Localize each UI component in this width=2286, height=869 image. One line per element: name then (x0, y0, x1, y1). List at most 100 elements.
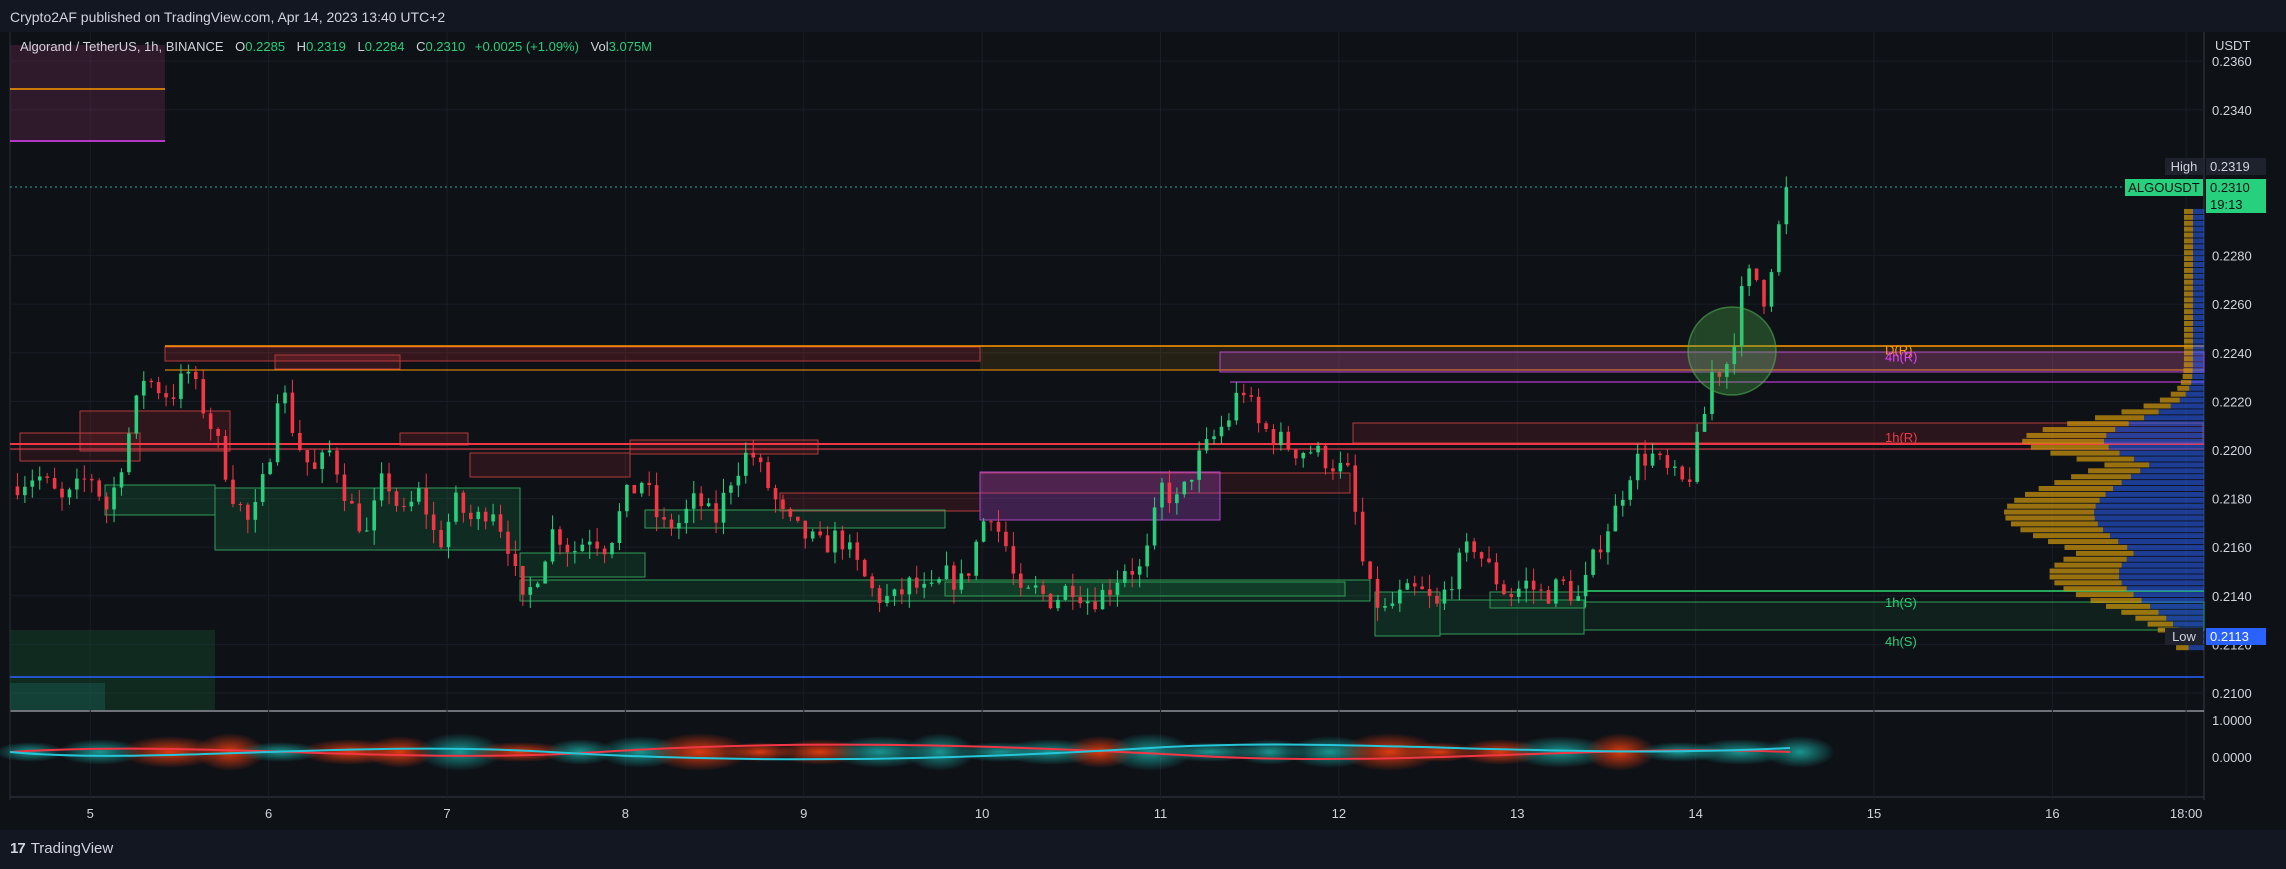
vp-bar-orange (2184, 309, 2193, 315)
x-tick-label: 12 (1332, 806, 1346, 821)
candle-body (1717, 372, 1722, 377)
vp-bar-orange (2183, 362, 2193, 368)
candle-body (1769, 272, 1774, 307)
oscillator-blob (1340, 733, 1440, 771)
vp-bar-orange (2180, 379, 2192, 385)
candle-body (1613, 505, 1618, 532)
vp-bar-orange (2106, 603, 2151, 609)
vp-bar-orange (2026, 432, 2107, 438)
vp-bar-blue (2166, 615, 2204, 621)
candle-body (833, 530, 837, 553)
candle-body (357, 503, 362, 532)
candle-body (885, 595, 889, 604)
legend-low-key: L (357, 39, 365, 54)
candle-body (82, 478, 87, 480)
vp-bar-blue (2193, 303, 2204, 309)
vp-bar-blue (2192, 374, 2204, 380)
vp-bar-blue (2193, 250, 2204, 256)
candle-body (1591, 549, 1595, 575)
candle-body (1635, 453, 1640, 481)
candle-body (796, 516, 800, 521)
candle-body (1033, 585, 1038, 588)
vp-bar-blue (2185, 391, 2204, 397)
candle-body (1227, 420, 1231, 427)
zones-layer (10, 45, 2205, 710)
high-label (2165, 158, 2203, 175)
candle-body (825, 535, 830, 553)
candle-body (1583, 574, 1588, 597)
candle-body (1249, 395, 1253, 397)
candle-body (1115, 582, 1120, 595)
candle-body (506, 531, 510, 554)
vp-bar-blue (2104, 438, 2204, 444)
oscillator-blob (650, 733, 750, 771)
vp-bar-orange (2064, 544, 2128, 550)
osc-tick-label: 0.0000 (2212, 750, 2252, 765)
vp-bar-orange (2184, 226, 2193, 232)
candle-body (372, 500, 376, 531)
vp-bar-blue (2193, 208, 2204, 214)
candle-body (1762, 279, 1766, 307)
candle-body (446, 521, 451, 548)
osc-tick-label: 1.0000 (2212, 713, 2252, 728)
vp-bar-blue (2193, 214, 2204, 220)
y-tick-label: 0.2260 (2212, 297, 2252, 312)
price-axis[interactable] (2204, 32, 2286, 800)
vp-bar-orange (2022, 438, 2105, 444)
candle-body (394, 491, 399, 506)
candle-body (268, 462, 272, 475)
candle-body (1383, 605, 1387, 608)
highlight-circle (1687, 306, 1777, 396)
oscillator-blob (0, 742, 65, 762)
candle-body (15, 486, 20, 496)
candle-body (119, 472, 124, 488)
vp-bar-blue (2105, 491, 2204, 497)
candle-body (387, 473, 391, 492)
vp-bar-blue (2193, 291, 2204, 297)
candle-body (870, 576, 874, 589)
vp-bar-orange (2183, 344, 2193, 350)
tradingview-logo[interactable]: 17 TradingView (10, 840, 113, 857)
vp-bar-blue (2128, 421, 2204, 427)
candle-body (699, 493, 703, 507)
footer-bar (0, 830, 2286, 869)
candle-body (1427, 589, 1432, 596)
vp-bar-blue (2109, 533, 2204, 539)
candle-body (959, 573, 964, 590)
vp-bar-blue (2192, 315, 2204, 321)
oscillator-blob (417, 733, 503, 771)
candle-body (201, 379, 206, 414)
vp-bar-blue (2103, 527, 2204, 533)
candle-body (1189, 479, 1194, 482)
symbol-tag-text: ALGOUSDT (2128, 180, 2200, 195)
candle-body (75, 478, 79, 490)
y-tick-label: 0.2220 (2212, 394, 2252, 409)
vp-bar-orange (2030, 444, 2109, 450)
vp-bar-orange (2184, 273, 2193, 279)
candle-body (1212, 436, 1216, 440)
candle-body (810, 531, 815, 539)
candle-body (1130, 571, 1135, 575)
candle-body (900, 589, 904, 595)
candle-body (1628, 480, 1633, 500)
candle-body (535, 583, 540, 588)
legend-symbol: Algorand / TetherUS, 1h, BINANCE (20, 39, 224, 54)
candle-body (677, 523, 681, 529)
candle-body (156, 382, 161, 394)
candle-body (1167, 482, 1172, 504)
vp-bar-orange (2183, 326, 2193, 332)
candle-body (632, 484, 637, 494)
candle-body (60, 488, 64, 498)
vp-bar-blue (2193, 232, 2204, 238)
vp-bar-blue (2150, 603, 2204, 609)
vp-bar-blue (2144, 415, 2204, 421)
candle-body (1279, 431, 1283, 446)
candle-body (736, 475, 741, 486)
candle-body (907, 577, 912, 595)
candle-body (691, 493, 696, 509)
candle-body (1137, 566, 1142, 575)
oscillator-blob (1107, 733, 1193, 771)
candle-body (669, 519, 674, 529)
candle-body (1338, 463, 1343, 472)
